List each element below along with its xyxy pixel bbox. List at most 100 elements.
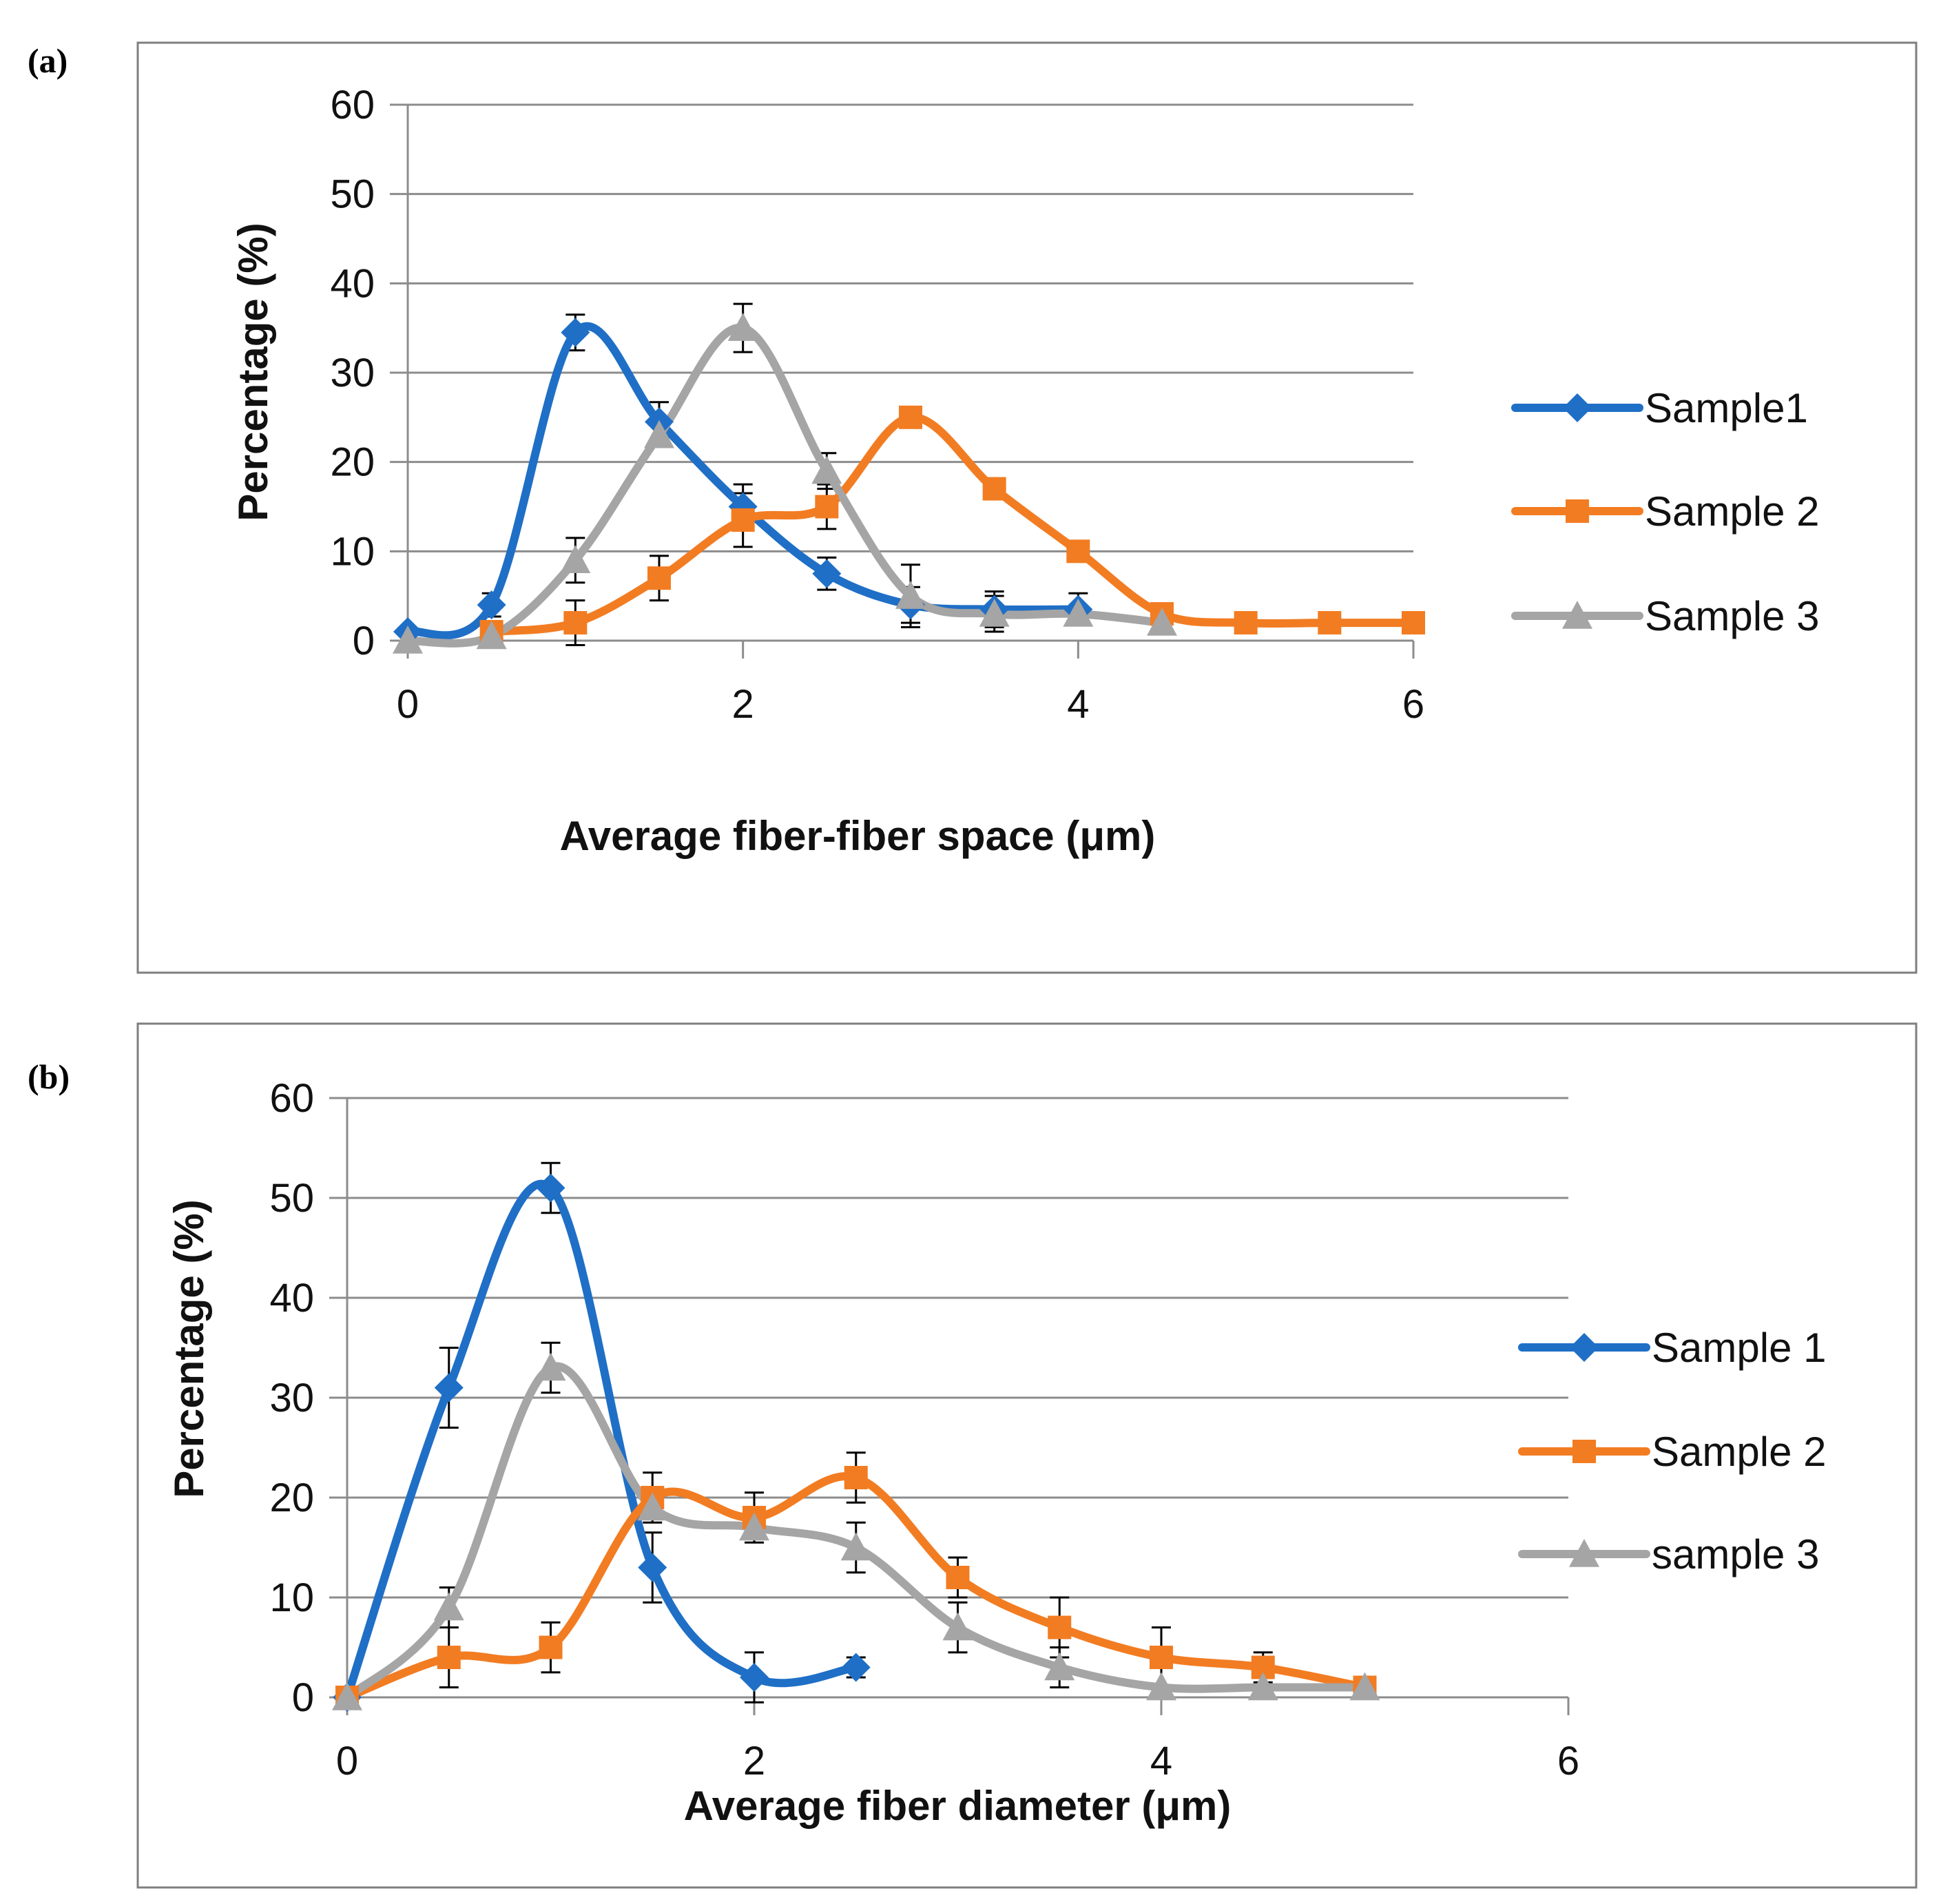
panel-b-sample-1-point-3: [638, 1553, 667, 1582]
panel-b-sample-3-point-10: [1349, 1672, 1380, 1701]
panel-a-gridlines: [390, 103, 1415, 659]
panel-b-legend-marker-sample-1: [1570, 1333, 1599, 1362]
panel-b-error-bars: [439, 1161, 1273, 1704]
panel-b-sample-3-point-2: [535, 1352, 566, 1381]
panel-a-sample-3-point-4: [727, 313, 758, 341]
panel-a-legend-label-sample-2: Sample 2: [1645, 488, 1819, 535]
panel-a-legend-marker-sample1: [1563, 393, 1592, 422]
panel-a-y-tick-0: 0: [353, 619, 375, 663]
panel-b-y-axis-title: Percentage (%): [166, 1199, 212, 1498]
panel-a-sample-2-point-4: [815, 495, 839, 519]
panel-a-sample-2-point-11: [1402, 611, 1425, 635]
panel-a-y-tick-20: 20: [330, 440, 375, 485]
panel-a-sample-2-point-2: [647, 566, 671, 590]
panel-b-sample-1-point-1: [434, 1373, 464, 1403]
panel-a-sample-3-point-0: [393, 625, 423, 654]
panel-b-sample-3-point-8: [1146, 1672, 1176, 1701]
panel-a-legend-label-sample-3: Sample 3: [1645, 593, 1819, 639]
panel-b-legend-item-sample-2: Sample 2: [1518, 1429, 1826, 1475]
panel-b-sample-2-point-8: [1150, 1646, 1173, 1669]
panel-b-sample-3-line: [343, 1362, 1369, 1701]
panel-a-sample-3-point-1: [476, 621, 507, 650]
panel-a-sample-3-point-2: [560, 545, 591, 573]
panel-b-legend-marker-sample-3: [1569, 1539, 1599, 1567]
panel-b-sample-1-point-5: [841, 1653, 871, 1682]
panel-a-y-axis-title: Percentage (%): [230, 223, 276, 521]
panel-a-x-ticks: 0 2 4 6: [397, 682, 1424, 727]
panel-b-sample-3-point-0: [332, 1682, 362, 1710]
panel-a-frame: [136, 41, 1918, 974]
panel-a-markers: [393, 313, 1425, 654]
panel-b-sample-1-point-4: [740, 1663, 769, 1692]
panel-a-sample-3-point-9: [1147, 608, 1177, 636]
panel-b-legend-item-sample-3: sample 3: [1518, 1531, 1819, 1577]
panel-b-legend-label-sample-2: Sample 2: [1652, 1429, 1826, 1475]
panel-b-y-tick-0: 0: [292, 1675, 314, 1720]
panel-b-legend-label-sample-1: Sample 1: [1652, 1325, 1826, 1371]
panel-b-sample-3-point-4: [739, 1512, 769, 1541]
panel-b-sample-2-point-5: [844, 1466, 868, 1489]
panel-b-sample-2-point-1: [437, 1646, 461, 1669]
panel-b-x-axis-title: Average fiber diameter (μm): [684, 1783, 1232, 1829]
panel-b-x-tick-2: 2: [743, 1739, 765, 1783]
panel-a-legend-marker-sample-3: [1562, 601, 1592, 629]
panel-b-x-ticks: 0 2 4 6: [336, 1739, 1579, 1783]
panel-b-y-tick-10: 10: [269, 1575, 314, 1620]
panel-b-y-tick-20: 20: [269, 1476, 314, 1520]
panel-b-x-tick-0: 0: [336, 1739, 358, 1783]
panel-a-x-tick-2: 2: [732, 682, 754, 727]
panel-a-legend-item-sample-3: Sample 3: [1511, 593, 1819, 639]
panel-b-sample-3-point-7: [1044, 1652, 1075, 1681]
panel-a-x-axis-title: Average fiber-fiber space (μm): [560, 813, 1156, 859]
panel-b-sample-2-point-2: [539, 1635, 563, 1659]
panel-b-markers: [332, 1173, 1380, 1712]
panel-b-sample-3-point-6: [942, 1612, 973, 1641]
panel-a-x-tick-4: 4: [1067, 682, 1089, 727]
panel-a-sample-2-point-9: [1234, 611, 1258, 635]
panel-b: (b) 0 10 20 30 40 50 60 0 2 4 6 Average fiber dia…: [28, 1022, 1918, 1889]
panel-b-label: (b): [28, 1057, 70, 1096]
panel-a-sample-2-point-10: [1318, 611, 1342, 635]
panel-a-sample-2-point-3: [731, 508, 755, 532]
panel-a-error-bars: [481, 302, 1088, 646]
panel-a-y-tick-60: 60: [330, 83, 375, 127]
panel-a-sample-3-line: [404, 323, 1166, 648]
panel-a-x-tick-6: 6: [1402, 682, 1424, 727]
panel-a-y-tick-30: 30: [330, 351, 375, 395]
panel-b-y-tick-60: 60: [269, 1076, 314, 1121]
panel-a-sample-3-point-5: [811, 455, 842, 484]
panel-a-sample-2-point-6: [982, 477, 1006, 501]
panel-b-legend-marker-sample-2: [1572, 1440, 1596, 1463]
panel-b-legend-label-sample-3: sample 3: [1652, 1531, 1819, 1577]
panel-a-sample-3-point-6: [895, 581, 926, 609]
panel-a-sample-2-point-7: [1066, 539, 1090, 563]
panel-b-sample-1-point-2: [536, 1173, 565, 1203]
panel-b-x-tick-6: 6: [1557, 1739, 1579, 1783]
panel-b-sample-3-point-1: [433, 1592, 464, 1621]
panel-a-legend-marker-sample-2: [1566, 499, 1589, 523]
panel-a-sample-3-point-7: [979, 599, 1010, 627]
panel-b-y-tick-30: 30: [269, 1376, 314, 1420]
panel-b-y-tick-40: 40: [269, 1276, 314, 1321]
panel-a: (a) 0 10 20 30 40 50 60 0 2 4 6 Average fiber-fib…: [28, 41, 1918, 974]
panel-a-legend: Sample1 Sample 2 Sample 3: [1511, 385, 1819, 639]
panel-b-frame: [136, 1022, 1918, 1889]
panel-a-y-ticks: 0 10 20 30 40 50 60: [330, 83, 375, 663]
panel-b-series-lines: [343, 1179, 1369, 1701]
panel-a-legend-label-sample1: Sample1: [1645, 385, 1808, 431]
panel-b-legend: Sample 1 Sample 2 sample 3: [1518, 1325, 1826, 1577]
panel-b-legend-item-sample-1: Sample 1: [1518, 1325, 1826, 1371]
panel-b-sample-1-line: [343, 1179, 860, 1701]
panel-b-sample-3-point-9: [1247, 1672, 1278, 1701]
panel-a-sample1-point-5: [812, 559, 842, 588]
panel-a-sample-2-point-5: [899, 405, 922, 429]
panel-a-sample1-point-2: [561, 318, 590, 347]
panel-a-legend-item-sample-2: Sample 2: [1511, 488, 1819, 535]
panel-a-y-tick-10: 10: [330, 529, 375, 574]
panel-b-sample-2-point-7: [1048, 1615, 1072, 1639]
panel-a-sample-3-point-3: [644, 420, 674, 448]
panel-a-sample1-point-1: [477, 590, 506, 620]
panel-b-y-ticks: 0 10 20 30 40 50 60: [269, 1076, 314, 1720]
panel-b-sample-3-point-3: [637, 1492, 668, 1521]
